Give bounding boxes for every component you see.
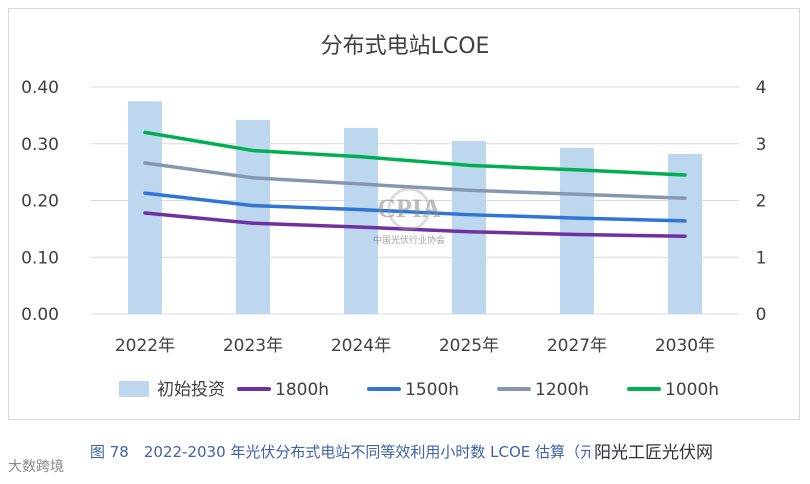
legend-swatch (119, 381, 149, 397)
line-series-path (143, 130, 687, 177)
y-axis-left: 0.00 0.10 0.20 0.30 0.40 (21, 78, 59, 325)
cpia-logo-text: CPIA (377, 194, 441, 223)
y-left-tick-label: 0.00 (21, 305, 59, 325)
x-tick-label: 2022年 (115, 336, 175, 356)
bar (560, 147, 594, 314)
line-series-path (143, 211, 687, 239)
bar-series (128, 101, 702, 314)
y-left-tick-label: 0.20 (21, 192, 59, 212)
watermark-left: 大数跨境 (8, 459, 64, 475)
cpia-watermark: CPIA 中国光伏行业协会 (373, 187, 445, 246)
x-tick-label: 2027年 (547, 336, 607, 356)
line-series-path (143, 161, 687, 200)
legend-label: 1500h (405, 380, 459, 400)
legend-label: 1800h (275, 380, 329, 400)
bar (452, 140, 486, 314)
legend-label: 1000h (665, 380, 719, 400)
x-tick-label: 2030年 (655, 336, 715, 356)
y-right-tick-label: 3 (756, 135, 767, 155)
line-series-path (143, 191, 687, 223)
y-left-tick-label: 0.40 (21, 78, 59, 98)
legend-label: 初始投资 (157, 380, 225, 400)
chart-frame: 分布式电站LCOE 0.00 0.10 0.20 0.30 0.40 0 1 2 3 4 202… (8, 8, 800, 420)
chart-title: 分布式电站LCOE (321, 34, 490, 59)
x-tick-label: 2024年 (331, 336, 391, 356)
legend-label: 1200h (535, 380, 589, 400)
y-right-tick-label: 4 (756, 78, 767, 98)
y-left-tick-label: 0.30 (21, 135, 59, 155)
figure-caption: 图 78 2022-2030 年光伏分布式电站不同等效利用小时数 LCOE 估算… (90, 443, 649, 461)
y-left-tick-label: 0.10 (21, 248, 59, 268)
line-series (143, 130, 687, 239)
bar (128, 101, 162, 314)
y-right-tick-label: 2 (756, 192, 767, 212)
y-right-tick-label: 0 (756, 305, 767, 325)
y-right-tick-label: 1 (756, 248, 767, 268)
x-tick-label: 2023年 (223, 336, 283, 356)
cpia-org-text: 中国光伏行业协会 (373, 234, 445, 246)
x-tick-label: 2025年 (439, 336, 499, 356)
bar (668, 153, 702, 314)
legend: 初始投资 1800h 1500h 1200h 1000h (119, 380, 719, 400)
chart-svg: 分布式电站LCOE 0.00 0.10 0.20 0.30 0.40 0 1 2 3 4 202… (21, 34, 767, 400)
x-axis: 2022年 2023年 2024年 2025年 2027年 2030年 (115, 336, 715, 356)
y-axis-right: 0 1 2 3 4 (756, 78, 767, 325)
watermark-right: 阳光工匠光伏网 (590, 438, 717, 463)
